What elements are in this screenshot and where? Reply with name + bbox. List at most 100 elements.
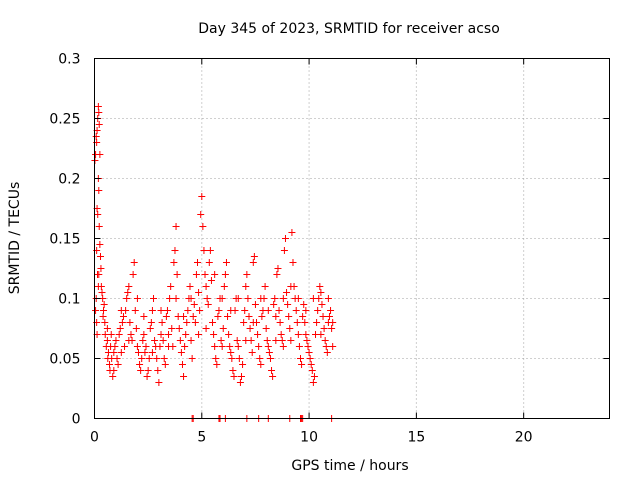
data-point <box>317 331 325 338</box>
data-point <box>279 343 287 350</box>
data-point <box>136 361 144 368</box>
data-point <box>161 361 169 368</box>
x-tick-label: 0 <box>90 430 99 446</box>
data-point <box>155 379 163 386</box>
data-point <box>165 331 173 338</box>
data-point <box>301 319 309 326</box>
data-point <box>249 319 257 326</box>
data-point <box>240 319 248 326</box>
x-tick-label: 15 <box>407 430 425 446</box>
data-point <box>234 295 242 302</box>
data-point <box>279 295 287 302</box>
y-axis-label: SRMTID / TECUs <box>7 182 23 295</box>
data-point <box>294 295 302 302</box>
data-point <box>329 343 337 350</box>
y-tick-label: 0.2 <box>58 172 80 188</box>
data-point <box>151 337 159 344</box>
data-point <box>166 295 174 302</box>
data-point <box>195 331 203 338</box>
data-point <box>194 259 201 266</box>
data-point <box>320 325 328 332</box>
data-point <box>222 259 230 266</box>
data-point <box>195 289 203 296</box>
data-point <box>262 325 270 332</box>
data-point <box>175 325 183 332</box>
data-point <box>272 313 280 320</box>
data-point <box>156 343 164 350</box>
data-point <box>124 289 132 296</box>
data-point <box>95 121 103 128</box>
plot-frame <box>94 58 610 419</box>
data-point <box>198 193 206 200</box>
data-point <box>280 247 288 254</box>
data-point <box>246 325 254 332</box>
data-point <box>227 349 235 356</box>
data-point <box>117 349 125 356</box>
data-point <box>188 355 196 362</box>
data-point <box>325 313 333 320</box>
data-point <box>308 367 316 374</box>
data-point <box>97 283 105 290</box>
data-point <box>292 307 300 314</box>
data-point <box>288 229 296 236</box>
data-point <box>210 331 218 338</box>
grid <box>94 58 610 419</box>
data-point <box>182 331 190 338</box>
data-point <box>167 283 175 290</box>
data-point <box>106 361 114 368</box>
data-point <box>319 313 327 320</box>
data-point <box>283 289 291 296</box>
data-point <box>323 349 331 356</box>
data-point <box>249 259 257 266</box>
data-point <box>322 343 330 350</box>
data-point <box>287 337 295 344</box>
data-point <box>272 337 280 344</box>
data-point <box>92 307 100 314</box>
data-point <box>306 355 314 362</box>
data-point <box>172 295 180 302</box>
data-point <box>233 337 241 344</box>
data-point <box>148 349 156 356</box>
x-tick-label: 20 <box>515 430 533 446</box>
data-point <box>97 265 105 272</box>
axis-ticks: 0 0.05 0.1 0.15 0.2 0.25 0.3 0 5 10 15 20 <box>49 52 610 446</box>
data-point <box>103 337 111 344</box>
data-point <box>226 343 234 350</box>
data-point <box>310 373 318 380</box>
data-point <box>147 319 155 326</box>
data-point <box>202 325 210 332</box>
data-point <box>100 301 108 308</box>
data-point <box>295 343 303 350</box>
data-point <box>266 355 274 362</box>
data-point <box>177 349 185 356</box>
data-point <box>138 355 146 362</box>
data-point <box>159 337 167 344</box>
data-point <box>289 259 297 266</box>
data-point <box>129 271 137 278</box>
data-point <box>276 319 284 326</box>
data-point <box>318 301 326 308</box>
data-point <box>217 337 225 344</box>
data-point <box>327 307 335 314</box>
data-point <box>165 343 173 350</box>
data-point <box>248 349 256 356</box>
data-point <box>294 331 302 338</box>
data-point <box>321 337 329 344</box>
data-point <box>285 313 293 320</box>
data-point <box>271 295 279 302</box>
data-point <box>317 289 325 296</box>
data-point <box>158 319 166 326</box>
data-point <box>125 337 133 344</box>
data-point <box>178 361 186 368</box>
data-point <box>207 277 215 284</box>
data-point <box>184 307 192 314</box>
data-point <box>241 307 249 314</box>
data-point <box>116 325 124 332</box>
data-point <box>309 295 317 302</box>
y-tick-label: 0.1 <box>58 292 80 308</box>
data-point <box>245 313 253 320</box>
data-point <box>154 367 162 374</box>
data-point <box>142 343 150 350</box>
data-point <box>141 349 149 356</box>
data-point <box>187 337 195 344</box>
